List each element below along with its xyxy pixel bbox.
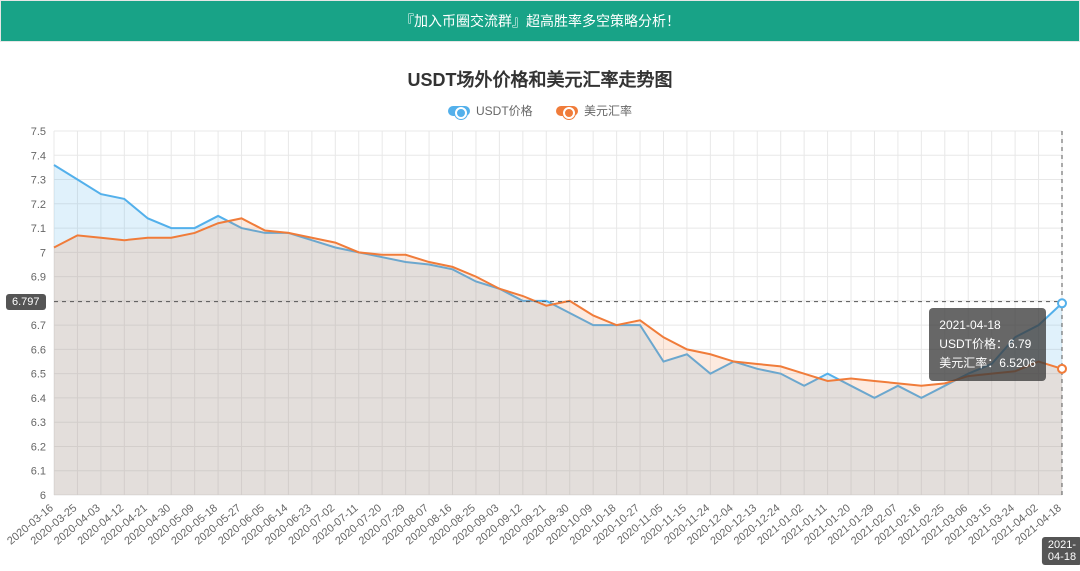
legend-item-usd[interactable]: 美元汇率 [556,102,632,119]
svg-text:7: 7 [40,247,46,259]
legend-item-usdt[interactable]: USDT价格 [448,102,533,119]
svg-text:6.9: 6.9 [31,272,46,284]
svg-text:6.7: 6.7 [31,320,46,332]
crosshair-y-label: 6.797 [6,294,46,310]
svg-text:7.4: 7.4 [31,150,46,162]
chart-plot[interactable]: 66.16.26.36.46.56.66.76.86.977.17.27.37.… [6,125,1074,565]
svg-text:7.2: 7.2 [31,199,46,211]
svg-text:6.3: 6.3 [31,417,46,429]
legend-label: 美元汇率 [584,102,632,119]
chart-tooltip: 2021-04-18USDT价格：6.79美元汇率：6.5206 [929,308,1046,382]
legend-swatch-usdt [448,106,470,116]
svg-text:7.1: 7.1 [31,223,46,235]
svg-text:7.5: 7.5 [31,126,46,138]
svg-text:6.6: 6.6 [31,344,46,356]
svg-text:6.5: 6.5 [31,369,46,381]
promo-banner-text: 『加入币圈交流群』超高胜率多空策略分析！ [400,13,680,29]
svg-text:7.3: 7.3 [31,175,46,187]
chart-container: USDT场外价格和美元汇率走势图 USDT价格 美元汇率 6 6.1 6.2 6.3 6… [0,42,1080,571]
chart-title: USDT场外价格和美元汇率走势图 [6,66,1074,92]
chart-legend: USDT价格 美元汇率 [6,102,1074,119]
svg-text:6.4: 6.4 [31,393,46,405]
chart-svg: 66.16.26.36.46.56.66.76.86.977.17.27.37.… [6,125,1074,565]
legend-label: USDT价格 [476,102,533,119]
crosshair-x-label: 2021-04-18 [1042,537,1080,565]
svg-text:6.2: 6.2 [31,441,46,453]
legend-swatch-usd [556,106,578,116]
svg-text:6: 6 [40,490,46,502]
svg-text:6.1: 6.1 [31,466,46,478]
promo-banner[interactable]: 『加入币圈交流群』超高胜率多空策略分析！ [0,0,1080,42]
